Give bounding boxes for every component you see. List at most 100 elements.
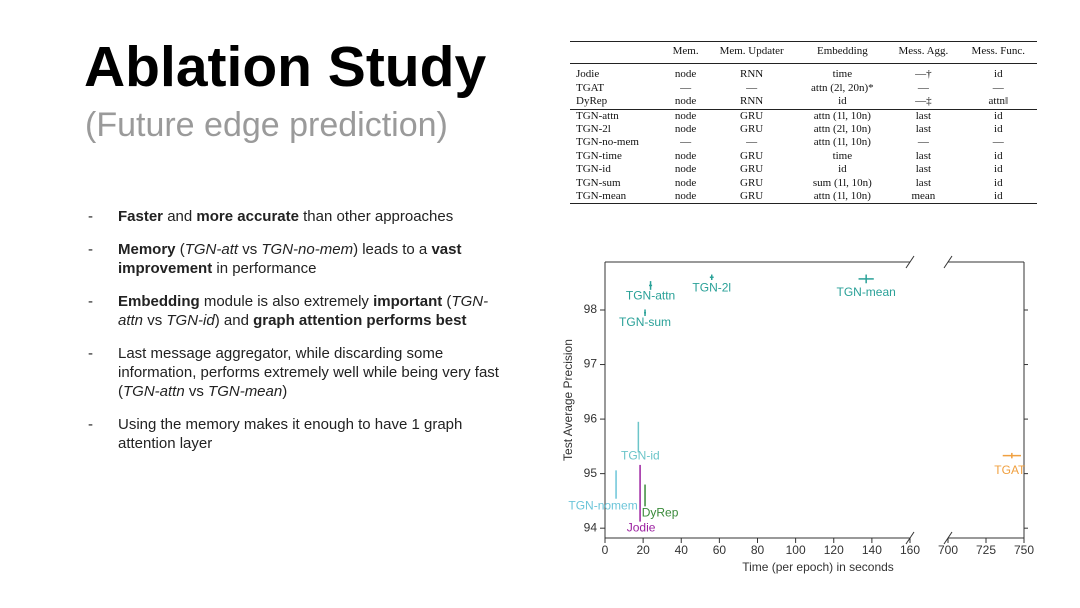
bullet-text: ) leads to a (353, 241, 432, 258)
table-cell: sum (1l, 10n) (812, 176, 872, 189)
table-row: TGN-2l node GRU attn (2l, 10n) last id (570, 123, 1037, 136)
point-label: DyRep (642, 506, 679, 520)
table-cell: mean (911, 190, 936, 203)
bullet-text: TGN-att (184, 241, 239, 258)
table-cell: node (674, 190, 697, 203)
table-row: TGN-mean node GRU attn (1l, 10n) mean id (570, 190, 1037, 204)
bullet-text: TGN-mean (208, 383, 283, 400)
bullet-text: Using the memory makes it enough to have… (118, 416, 463, 452)
table-cell: id (838, 163, 847, 176)
bullet-text: ) (282, 383, 288, 400)
x-tick-label: 160 (900, 543, 920, 557)
slide-title: Ablation Study (84, 35, 487, 99)
table-cell: TGN-mean (576, 190, 627, 203)
bullet-text: TGN-attn (118, 293, 489, 329)
table-cell: attn (1l, 10n) (813, 109, 871, 122)
bullet-text: and (163, 208, 197, 225)
table-cell: DyRep (570, 95, 666, 110)
table-cell: id (994, 176, 1003, 189)
table-cell: time (832, 149, 853, 162)
table-cell: attn (2l, 20n)* (811, 81, 874, 94)
table-cell: TGN-id (576, 163, 611, 176)
slide-subtitle: (Future edge prediction) (85, 106, 448, 144)
table-row: TGAT — — attn (2l, 20n)* — — (570, 82, 1037, 95)
bullet-text: TGN-attn (123, 383, 185, 400)
x-tick-label: 100 (786, 543, 806, 557)
table-cell: — (917, 136, 929, 149)
point-label: Jodie (627, 520, 656, 534)
table-cell: id (994, 163, 1003, 176)
table-row: TGN-time node GRU time last id (570, 150, 1037, 163)
bullet-text: ) and (214, 312, 254, 329)
x-tick-label: 0 (602, 543, 609, 557)
bullet-text: Faster (118, 208, 164, 225)
table-row: Jodie node RNN time —† id (570, 64, 1037, 82)
bullet-list: Faster and more accurate than other appr… (88, 207, 513, 467)
table-cell: id (994, 123, 1003, 136)
table-cell: — (746, 81, 758, 94)
table-cell: attn (2l, 10n) (813, 123, 871, 136)
table-cell: id (994, 109, 1003, 122)
table-cell: GRU (740, 109, 764, 122)
table-cell: TGN-time (576, 149, 622, 162)
table-cell: Jodie (576, 68, 600, 81)
table-cell: TGN-2l (576, 123, 611, 136)
x-tick-label: 725 (976, 543, 996, 557)
point-label: TGN-2l (692, 280, 731, 294)
bullet: Faster and more accurate than other appr… (88, 207, 513, 226)
table-cell: last (915, 123, 932, 136)
table-cell: node (674, 176, 697, 189)
point-label: TGN-id (621, 448, 660, 462)
table-cell: TGN-attn (576, 109, 619, 122)
table-cell: — (992, 136, 1004, 149)
column-header: Embedding (797, 41, 888, 65)
y-tick-label: 95 (584, 466, 598, 480)
column-header: Mem. Updater (705, 41, 798, 65)
bullet-text: in performance (212, 260, 317, 277)
table-cell: — (746, 136, 758, 149)
bullet-text: important (373, 293, 443, 310)
table-cell: GRU (740, 163, 764, 176)
x-tick-label: 60 (713, 543, 727, 557)
bullet-text: TGN-id (166, 312, 215, 329)
bullet-text: Embedding (118, 293, 200, 310)
table-cell: —‡ (887, 95, 960, 110)
x-axis-label: Time (per epoch) in seconds (742, 560, 894, 574)
table-cell: TGN-sum (576, 176, 621, 189)
bullet-text: TGN-no-mem (261, 241, 354, 258)
bullet-text: ( (175, 241, 185, 258)
table-cell: GRU (740, 149, 764, 162)
bullet-text: module is also extremely (199, 293, 374, 310)
table-cell: GRU (740, 123, 764, 136)
table-row: TGN-attn node GRU attn (1l, 10n) last id (570, 109, 1037, 123)
table-cell: node (674, 163, 697, 176)
table-cell: attn‖ (959, 95, 1037, 110)
table-cell: — (680, 81, 692, 94)
y-axis-label: Test Average Precision (561, 339, 575, 461)
column-header (570, 41, 666, 65)
table-cell: node (674, 68, 697, 81)
bullet: Last message aggregator, while discardin… (88, 344, 513, 401)
table-cell: TGAT (576, 81, 605, 94)
table-cell: attn (1l, 10n) (813, 190, 871, 203)
x-tick-label: 20 (636, 543, 650, 557)
column-header: Mem. (665, 41, 706, 65)
table-cell: node (665, 95, 706, 110)
x-tick-label: 750 (1014, 543, 1034, 557)
bullet-text: than other approaches (298, 208, 454, 225)
point-label: TGN-attn (626, 289, 675, 303)
bullet: Embedding module is also extremely impor… (88, 292, 513, 330)
point-label: TGAT (994, 463, 1026, 477)
x-tick-label: 140 (862, 543, 882, 557)
table-cell: RNN (705, 95, 798, 110)
table-cell: time (832, 68, 853, 81)
table-cell: GRU (740, 190, 764, 203)
y-tick-label: 97 (584, 357, 598, 371)
table-cell: node (674, 123, 697, 136)
bullet: Memory (TGN-att vs TGN-no-mem) leads to … (88, 240, 513, 278)
table-cell: last (915, 176, 932, 189)
table-cell: — (992, 81, 1004, 94)
bullet-text: vs (143, 312, 167, 329)
